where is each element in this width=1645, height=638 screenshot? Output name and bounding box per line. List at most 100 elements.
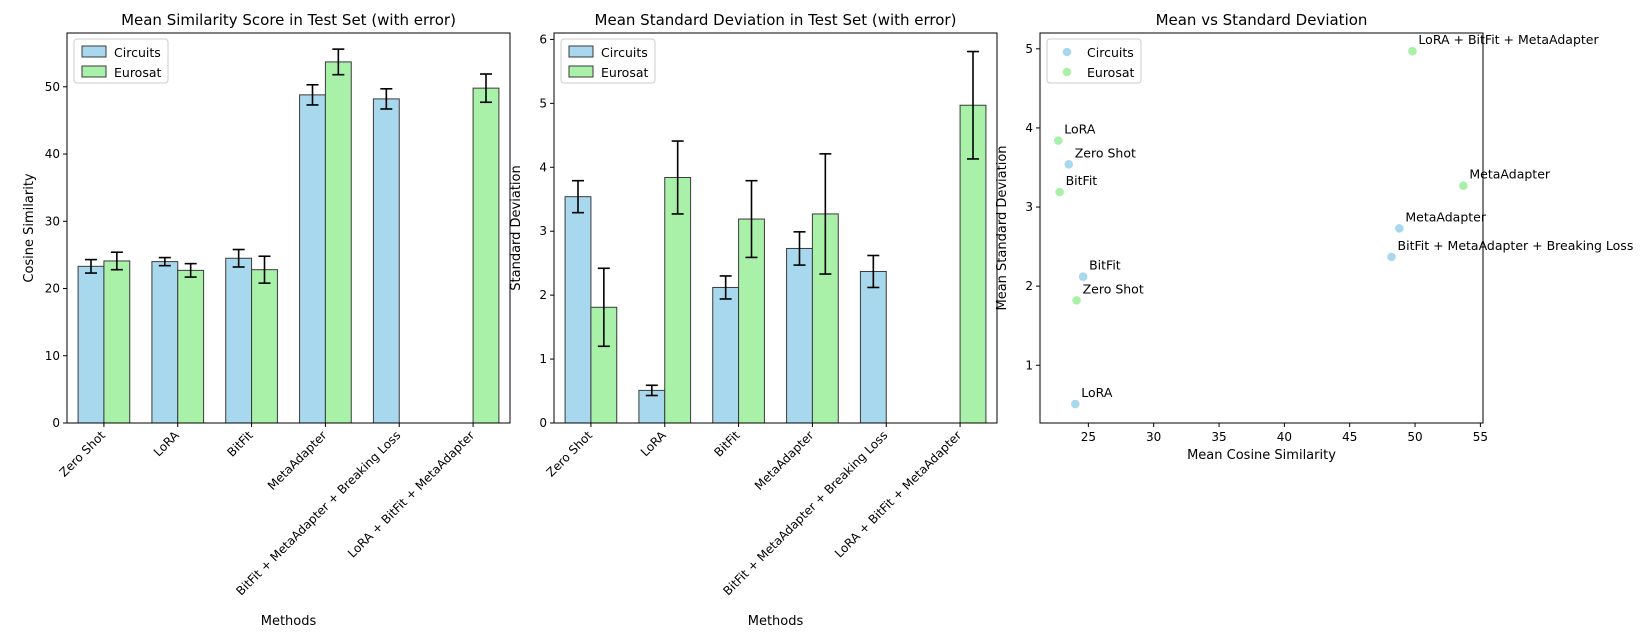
error-bar-circuits-bitfit-metaadapter-breaking-loss	[380, 88, 393, 110]
y-axis-label: Standard Deviation	[509, 165, 524, 290]
point-circuits-zero-shot	[1064, 160, 1074, 169]
legend-swatch-circuits	[568, 45, 594, 58]
legend-label-eurosat: Eurosat	[1087, 65, 1135, 80]
y-tick-label: 3	[1025, 200, 1033, 214]
legend-label-circuits: Circuits	[114, 45, 161, 60]
x-tick-label-lora-bitfit-metaadapter: LoRA + BitFit + MetaAdapter	[345, 428, 477, 560]
x-tick-label-lora: LoRA	[638, 428, 670, 460]
point-circuits-bitfit-metaadapter-breaking-loss	[1387, 252, 1396, 262]
point-label-circuits-bitfit: BitFit	[1089, 258, 1121, 273]
x-tick-label-bitfit: BitFit	[711, 428, 743, 460]
legend-marker-circuits	[1062, 47, 1072, 57]
y-tick-label: 4	[539, 160, 547, 174]
error-bar-circuits-zero-shot	[84, 258, 97, 274]
error-bar-circuits-metaadapter	[306, 83, 319, 106]
y-tick-label: 4	[1025, 121, 1033, 135]
point-circuits-bitfit	[1078, 272, 1088, 281]
point-label-circuits-metaadapter: MetaAdapter	[1405, 209, 1486, 224]
y-tick-label: 5	[539, 96, 547, 110]
y-tick-label: 40	[45, 147, 60, 161]
legend-label-eurosat: Eurosat	[601, 65, 649, 80]
legend-label-circuits: Circuits	[1087, 45, 1134, 60]
x-axis-label: Mean Cosine Similarity	[1187, 448, 1336, 463]
x-tick-label-lora-bitfit-metaadapter: LoRA + BitFit + MetaAdapter	[832, 428, 964, 560]
x-tick-label-bitfit: BitFit	[224, 428, 256, 460]
error-bar-eurosat-bitfit	[258, 255, 271, 284]
error-bar-circuits-bitfit-metaadapter-breaking-loss	[867, 254, 880, 289]
x-tick-label-lora: LoRA	[151, 428, 183, 460]
x-tick-label: 30	[1146, 430, 1161, 444]
legend-label-eurosat: Eurosat	[114, 65, 162, 80]
y-axis-label: Mean Standard Deviation	[995, 145, 1010, 310]
bar-circuits-bitfit-metaadapter-breaking-loss	[372, 98, 400, 424]
y-axis-label: Cosine Similarity	[22, 173, 37, 283]
legend-swatch-eurosat	[81, 65, 107, 78]
error-bar-eurosat-zero-shot	[597, 267, 610, 348]
error-bar-circuits-bitfit	[719, 275, 732, 300]
panel-title: Mean Standard Deviation in Test Set (wit…	[595, 11, 957, 29]
error-bar-eurosat-bitfit	[745, 179, 758, 259]
bar-eurosat-lora	[664, 176, 692, 424]
bar-circuits-metaadapter	[299, 94, 326, 424]
y-tick-label: 2	[539, 288, 547, 302]
x-tick-label: 40	[1277, 430, 1292, 444]
bar-circuits-lora	[151, 261, 179, 424]
x-tick-label: 50	[1407, 430, 1422, 444]
axes-frame	[66, 32, 511, 424]
point-label-circuits-zero-shot: Zero Shot	[1075, 145, 1136, 160]
point-label-eurosat-bitfit: BitFit	[1066, 173, 1098, 188]
bar-circuits-bitfit	[225, 257, 253, 424]
error-bar-circuits-lora	[158, 256, 171, 267]
point-label-circuits-bitfit-metaadapter-breaking-loss: BitFit + MetaAdapter + Breaking Loss	[1398, 238, 1634, 253]
legend-marker-eurosat	[1062, 67, 1072, 77]
error-bar-eurosat-zero-shot	[110, 251, 123, 271]
point-eurosat-zero-shot	[1072, 296, 1081, 305]
bar-circuits-metaadapter	[786, 247, 813, 424]
legend-label-circuits: Circuits	[601, 45, 648, 60]
error-bar-circuits-bitfit	[232, 248, 245, 268]
y-tick-label: 30	[45, 214, 60, 228]
point-eurosat-lora-bitfit-metaadapter	[1408, 46, 1417, 56]
error-bar-circuits-lora	[645, 384, 658, 397]
error-bar-eurosat-lora	[184, 262, 197, 278]
error-bar-eurosat-lora-bitfit-metaadapter	[480, 73, 493, 104]
bar-circuits-zero-shot	[564, 196, 592, 424]
x-tick-label-metaadapter: MetaAdapter	[265, 428, 330, 493]
x-tick-label: 55	[1473, 430, 1488, 444]
bar-eurosat-bitfit	[251, 269, 278, 424]
bar-eurosat-metaadapter	[324, 61, 352, 424]
error-bar-eurosat-lora-bitfit-metaadapter	[967, 50, 980, 160]
panel-3-scatter-chart: Mean vs Standard Deviation Mean Standard …	[995, 11, 1633, 463]
bar-circuits-bitfit	[712, 286, 740, 424]
x-axis-label: Methods	[748, 614, 804, 629]
point-eurosat-lora	[1053, 136, 1063, 145]
panel-2-bar-chart: Mean Standard Deviation in Test Set (wit…	[509, 11, 998, 629]
legend-swatch-eurosat	[568, 65, 594, 78]
y-tick-label: 20	[45, 282, 60, 296]
point-circuits-metaadapter	[1395, 224, 1404, 233]
y-tick-label: 1	[1025, 358, 1033, 372]
legend-swatch-circuits	[81, 45, 107, 58]
point-label-circuits-lora: LoRA	[1081, 385, 1113, 400]
panel-title: Mean Similarity Score in Test Set (with …	[121, 11, 456, 29]
y-tick-label: 3	[539, 224, 547, 238]
y-tick-label: 10	[45, 349, 60, 363]
point-label-eurosat-lora-bitfit-metaadapter: LoRA + BitFit + MetaAdapter	[1418, 32, 1599, 47]
panel-title: Mean vs Standard Deviation	[1156, 11, 1368, 29]
bar-eurosat-zero-shot	[103, 260, 131, 424]
axes-frame	[553, 32, 998, 424]
x-tick-label-metaadapter: MetaAdapter	[752, 428, 817, 493]
x-tick-label: 45	[1342, 430, 1357, 444]
y-tick-label: 1	[539, 352, 547, 366]
x-axis-label: Methods	[261, 614, 317, 629]
bar-eurosat-lora-bitfit-metaadapter	[472, 87, 500, 424]
y-tick-label: 50	[45, 80, 60, 94]
x-tick-label-zero-shot: Zero Shot	[57, 428, 109, 480]
axes-frame	[1039, 32, 1484, 424]
x-tick-label: 35	[1211, 430, 1226, 444]
x-tick-label-bitfit-metaadapter-breaking-loss: BitFit + MetaAdapter + Breaking Loss	[720, 428, 890, 598]
error-bar-circuits-zero-shot	[571, 179, 584, 214]
error-bar-eurosat-metaadapter	[819, 153, 832, 275]
y-tick-label: 0	[539, 416, 547, 430]
bar-circuits-bitfit-metaadapter-breaking-loss	[859, 270, 887, 424]
